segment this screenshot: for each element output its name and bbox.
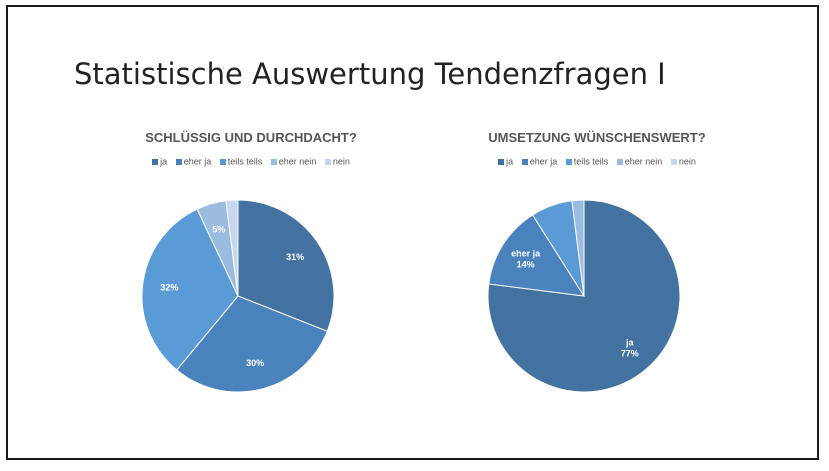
legend-swatch xyxy=(152,158,159,165)
pie-plot: ja 77% eher ja 14% xyxy=(487,199,681,393)
legend-item-ja: ja xyxy=(498,156,513,167)
chart-title: SCHLÜSSIG UND DURCHDACHT? xyxy=(145,130,357,145)
pie-slice-teils-teils xyxy=(141,208,239,371)
pie-slice-eher-ja xyxy=(488,214,585,297)
legend-item-nein: nein xyxy=(670,156,696,167)
legend-item-eher-nein: eher nein xyxy=(616,156,662,167)
pie-slice-nein xyxy=(225,199,239,297)
legend-swatch xyxy=(270,158,277,165)
legend-swatch xyxy=(521,158,528,165)
legend-swatch xyxy=(498,158,505,165)
pie-slice-ja xyxy=(237,199,335,332)
legend-swatch xyxy=(670,158,677,165)
pie-chart-umsetzung: UMSETZUNG WÜNSCHENSWERT? ja eher ja teil… xyxy=(432,125,762,415)
legend-item-eher-nein: eher nein xyxy=(270,156,316,167)
pie-slice-eher-ja xyxy=(176,295,328,393)
legend-item-ja: ja xyxy=(152,156,167,167)
data-label: ja 77% xyxy=(621,337,639,358)
pie-plot: 31% 30% 32% 5% xyxy=(141,199,335,393)
legend-item-teils-teils: teils teils xyxy=(565,156,608,167)
data-label: 31% xyxy=(286,252,304,262)
slide: Statistische Auswertung Tendenzfragen I xyxy=(6,5,819,460)
legend-swatch xyxy=(616,158,623,165)
legend-swatch xyxy=(565,158,572,165)
data-label: 30% xyxy=(246,358,264,368)
chart-legend: ja eher ja teils teils eher nein nein xyxy=(432,156,762,167)
data-label: 5% xyxy=(212,225,225,235)
data-label: eher ja 14% xyxy=(511,248,541,269)
legend-swatch xyxy=(219,158,226,165)
legend-item-eher-ja: eher ja xyxy=(175,156,211,167)
pie-chart-schluessig: SCHLÜSSIG UND DURCHDACHT? ja eher ja tei… xyxy=(86,125,416,415)
chart-legend: ja eher ja teils teils eher nein nein xyxy=(86,156,416,167)
slide-title: Statistische Auswertung Tendenzfragen I xyxy=(74,57,666,91)
legend-swatch xyxy=(175,158,182,165)
legend-swatch xyxy=(324,158,331,165)
data-label: 32% xyxy=(160,282,178,292)
legend-item-teils-teils: teils teils xyxy=(219,156,262,167)
legend-item-nein: nein xyxy=(324,156,350,167)
legend-item-eher-ja: eher ja xyxy=(521,156,557,167)
pie-slice-eher-nein xyxy=(571,199,585,297)
chart-title: UMSETZUNG WÜNSCHENSWERT? xyxy=(488,130,706,145)
